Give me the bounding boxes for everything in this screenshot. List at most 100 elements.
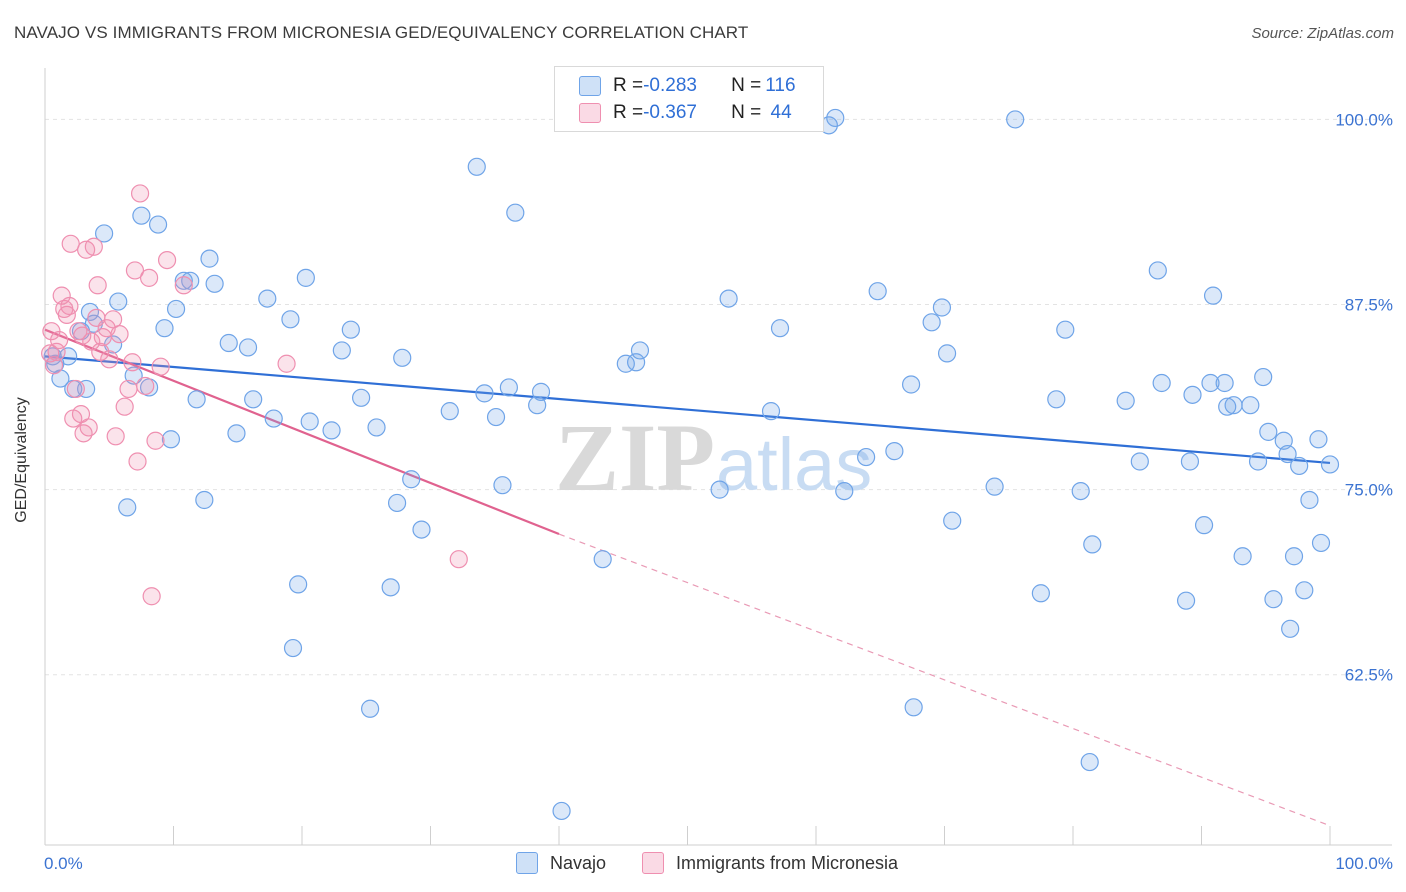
micronesia-point <box>60 296 79 316</box>
navajo-point <box>1148 261 1167 280</box>
navajo-point <box>1248 452 1268 471</box>
navajo-point <box>367 418 386 437</box>
navajo-point <box>155 319 174 338</box>
navajo-point <box>341 320 360 339</box>
navajo-point <box>719 289 738 308</box>
navajo-point <box>835 481 854 501</box>
navajo-swatch <box>579 76 601 96</box>
watermark-atlas: atlas <box>716 423 872 506</box>
navajo-point <box>1080 752 1099 772</box>
series-legend: Navajo Immigrants from Micronesia <box>0 848 1406 880</box>
navajo-point <box>1311 533 1331 553</box>
navajo-point <box>630 341 650 360</box>
navajo-point <box>943 511 962 530</box>
navajo-point <box>205 274 224 293</box>
navajo-point <box>412 520 431 539</box>
legend-row-navajo: R = -0.283 N = 116 <box>579 74 796 98</box>
navajo-point <box>300 412 319 431</box>
navajo-point <box>1183 385 1202 404</box>
navajo-point <box>1083 535 1102 554</box>
micronesia-point <box>157 250 177 270</box>
navajo-point <box>219 333 238 353</box>
navajo-point <box>493 476 512 495</box>
navajo-point <box>258 289 277 308</box>
micronesia-point <box>146 431 165 450</box>
micronesia-point <box>79 418 98 437</box>
micronesia-point <box>130 184 150 203</box>
r-value: -0.283 <box>643 75 697 96</box>
navajo-point <box>281 310 300 329</box>
micronesia-point <box>41 344 60 363</box>
navajo-point <box>1152 373 1171 393</box>
navajo-point <box>238 338 258 357</box>
trend-lines <box>44 328 1331 827</box>
navajo-point <box>937 344 957 363</box>
navajo-point <box>885 442 904 461</box>
navajo-point <box>166 299 186 319</box>
legend-label: Immigrants from Micronesia <box>676 852 899 873</box>
navajo-point <box>1309 430 1328 449</box>
legend-item-navajo[interactable]: Navajo <box>516 852 606 874</box>
navajo-point <box>932 298 952 317</box>
micronesia-point <box>139 268 159 287</box>
navajo-point <box>393 348 412 367</box>
r-value: -0.367 <box>643 102 697 123</box>
navajo-point <box>922 313 941 332</box>
navajo-point <box>531 382 551 401</box>
navajo-point <box>1254 367 1273 387</box>
data-points <box>41 108 1340 821</box>
navajo-point <box>1071 481 1090 501</box>
navajo-point <box>244 390 263 409</box>
navajo-point <box>1056 320 1075 339</box>
navajo-point <box>499 378 518 397</box>
navajo-point <box>626 353 646 372</box>
navajo-swatch <box>516 852 538 874</box>
navajo-point <box>95 224 114 243</box>
navajo-point <box>174 271 193 290</box>
stats-legend: R = -0.283 N = 116 R = -0.367 N = 44 <box>554 66 824 132</box>
navajo-point <box>475 384 494 403</box>
navajo-point <box>1116 391 1135 410</box>
micronesia-point <box>61 234 80 253</box>
micronesia-point <box>119 379 138 399</box>
navajo-point <box>132 206 151 225</box>
navajo-point <box>770 319 790 338</box>
micronesia-point <box>110 325 129 344</box>
micronesia-point <box>142 587 161 606</box>
r-label: R = <box>613 75 644 96</box>
navajo-trend-line <box>44 355 1331 465</box>
navajo-point <box>387 493 407 513</box>
micronesia-point <box>128 452 147 471</box>
navajo-point <box>486 407 506 427</box>
micronesia-point <box>84 237 103 256</box>
micronesia-point <box>73 326 92 345</box>
navajo-point <box>467 157 486 176</box>
navajo-point <box>109 292 128 311</box>
navajo-point <box>59 347 78 366</box>
navajo-point <box>118 498 137 517</box>
n-label: N = <box>731 102 762 123</box>
navajo-point <box>1201 373 1220 393</box>
y-tick-label: 87.5% <box>1345 296 1393 315</box>
y-tick-label: 75.0% <box>1345 481 1393 500</box>
navajo-point <box>187 390 206 409</box>
navajo-point <box>296 268 315 287</box>
tick-labels: 62.5% 75.0% 87.5% 100.0% 0.0% 100.0% <box>44 110 1393 873</box>
navajo-point <box>1259 422 1278 441</box>
navajo-point <box>1130 452 1149 471</box>
navajo-point <box>985 477 1004 496</box>
axes <box>44 68 1392 846</box>
navajo-point <box>77 379 96 399</box>
r-label: R = <box>613 102 644 123</box>
navajo-point <box>161 430 181 449</box>
micronesia-point <box>74 424 93 443</box>
navajo-point <box>1290 456 1309 476</box>
micronesia-trend-line <box>44 328 560 536</box>
legend-item-micronesia[interactable]: Immigrants from Micronesia <box>642 852 898 874</box>
navajo-point <box>283 638 303 658</box>
x-tick-label: 0.0% <box>44 854 83 873</box>
navajo-point <box>148 215 168 234</box>
y-tick-label: 100.0% <box>1335 110 1393 129</box>
navajo-point <box>1006 110 1025 129</box>
micronesia-point <box>50 330 69 350</box>
